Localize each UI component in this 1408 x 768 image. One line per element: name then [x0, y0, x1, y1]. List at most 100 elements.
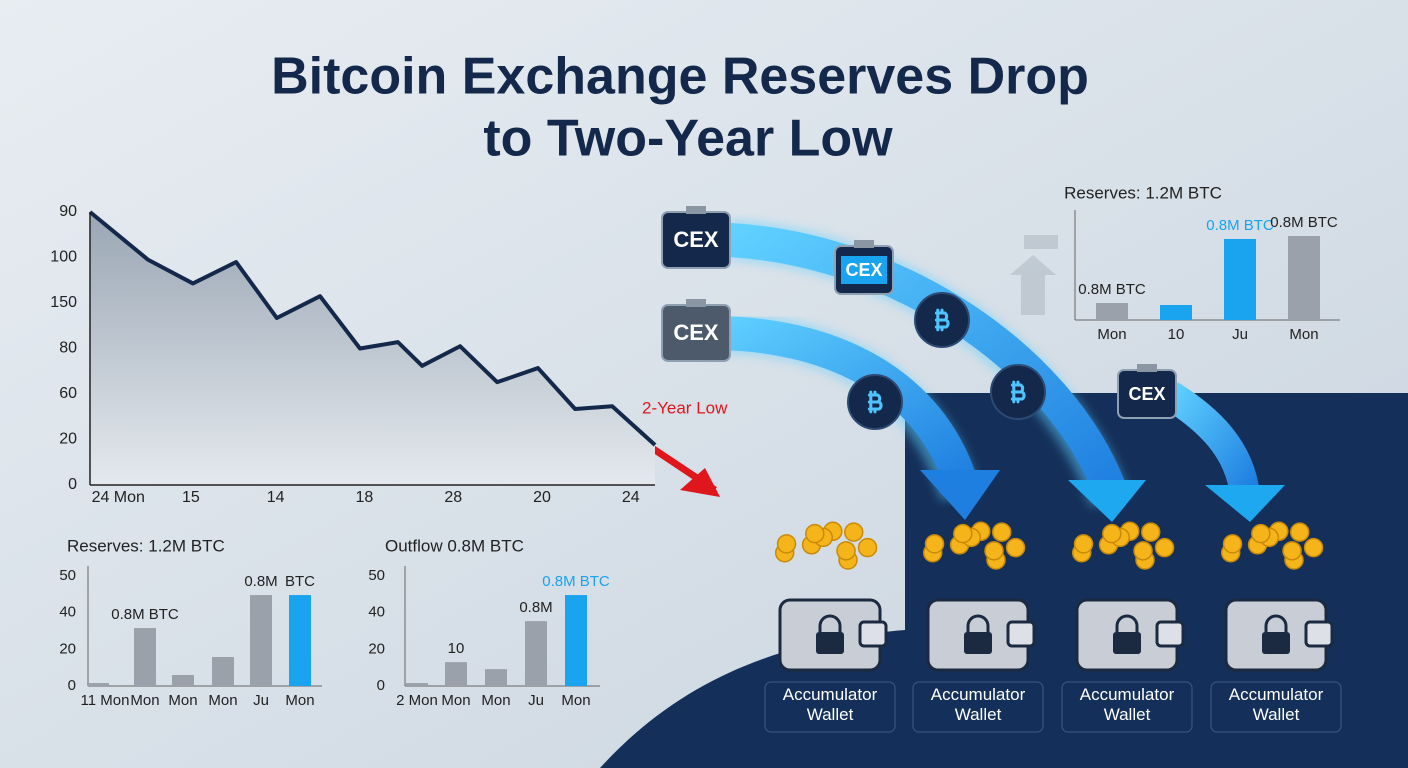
- exchange-tab: [854, 240, 874, 248]
- bar: [406, 683, 428, 686]
- lock: [818, 614, 842, 632]
- gold-coin: [805, 523, 825, 544]
- wallet-clasp: [858, 620, 888, 648]
- y-tick-label: 20: [59, 640, 76, 657]
- y-tick-label: 150: [50, 294, 77, 311]
- lock-body: [1113, 632, 1141, 654]
- bar: [1288, 236, 1320, 320]
- wallet-clasp: [1304, 620, 1334, 648]
- wallet-label-box: [912, 681, 1044, 733]
- bar: [212, 657, 234, 686]
- x-tick-label: 24: [622, 489, 640, 506]
- x-tick-label: 18: [356, 489, 374, 506]
- area: [90, 212, 655, 485]
- exchange-label: CEX: [845, 260, 882, 280]
- gold-coin: [984, 541, 1004, 561]
- x-tick-label: 15: [182, 489, 200, 506]
- x-tick-label: Mon: [481, 692, 510, 709]
- bar: [1224, 239, 1256, 320]
- bar-label: 0.8M BTC: [111, 606, 179, 623]
- low-arrowhead: [680, 468, 720, 497]
- wallet-label: Accumulator Wallet: [1080, 685, 1175, 724]
- dark-panel: [600, 393, 1408, 768]
- arrowhead: [1068, 480, 1146, 522]
- gold-coin: [1005, 537, 1026, 558]
- y-tick-label: 0: [68, 677, 76, 694]
- wallet-clasp: [1006, 620, 1036, 648]
- bar-label: 0.8M: [244, 573, 277, 590]
- exchange-tab: [1137, 364, 1157, 372]
- bar-label: 0.8M BTC: [1270, 214, 1338, 231]
- y-tick-label: 40: [368, 604, 385, 621]
- y-tick-label: 20: [59, 431, 77, 448]
- bar: [134, 628, 156, 686]
- x-tick-label: Ju: [1232, 326, 1248, 343]
- y-tick-label: 40: [59, 604, 76, 621]
- x-tick-label: Ju: [528, 692, 544, 709]
- exchange-label: CEX: [673, 227, 719, 252]
- title: to Two-Year Low: [483, 110, 893, 168]
- lock: [966, 614, 990, 632]
- bar-label: 0.8M BTC: [1078, 281, 1146, 298]
- gold-coin: [1073, 534, 1094, 554]
- wallet-label: Accumulator Wallet: [1229, 685, 1324, 724]
- gold-coin: [1140, 522, 1161, 542]
- x-tick-label: Mon: [285, 692, 314, 709]
- lock-body: [964, 632, 992, 654]
- lock-body: [1262, 632, 1290, 654]
- lock: [1264, 614, 1288, 632]
- bar-label: 10: [448, 640, 465, 657]
- x-tick-label: 2 Mon: [396, 692, 438, 709]
- gold-coin: [991, 522, 1012, 542]
- x-tick-label: 14: [267, 489, 285, 506]
- chart-title: Reserves: 1.2M BTC: [1064, 183, 1222, 202]
- gold-coin: [1282, 541, 1302, 561]
- y-tick-label: 50: [368, 567, 385, 584]
- gold-coin: [1133, 541, 1153, 561]
- x-tick-label: 20: [533, 489, 551, 506]
- gold-coin: [1251, 523, 1271, 544]
- arrowhead: [1205, 485, 1285, 522]
- exchange-screen: [841, 256, 887, 284]
- x-tick-label: 24 Mon: [92, 489, 145, 506]
- bitcoin-symbol: [1010, 380, 1026, 404]
- bitcoin-symbol: [867, 390, 883, 414]
- gold-coin: [843, 522, 864, 542]
- wallet-clasp: [1155, 620, 1185, 648]
- gold-coin: [1222, 534, 1243, 554]
- y-tick-label: 0: [68, 476, 77, 493]
- exchange-label: CEX: [1128, 384, 1165, 404]
- arrow-up-icon: [1010, 235, 1058, 315]
- bar: [172, 675, 194, 686]
- wallet-label: Accumulator Wallet: [931, 685, 1026, 724]
- gold-coin: [1289, 522, 1310, 542]
- bar: [87, 683, 109, 686]
- annotation: 2-Year Low: [642, 398, 728, 417]
- title: Bitcoin Exchange Reserves Drop: [271, 48, 1089, 106]
- y-tick-label: 0: [377, 677, 385, 694]
- bar: [445, 662, 467, 686]
- bitcoin-symbol: [934, 308, 950, 332]
- bar: [485, 669, 507, 686]
- y-tick-label: 90: [59, 203, 77, 220]
- gold-coin: [857, 537, 878, 558]
- gold-coin: [1102, 523, 1122, 544]
- wallet-label-box: [1210, 681, 1342, 733]
- chart-title: Outflow 0.8M BTC: [385, 536, 524, 555]
- bar: [250, 595, 272, 686]
- wallet-label-box: [764, 681, 896, 733]
- x-tick-label: Ju: [253, 692, 269, 709]
- bar-label: 0.8M BTC: [1206, 217, 1274, 234]
- gold-coin: [953, 523, 973, 544]
- bar-label: 0.8M BTC: [542, 573, 610, 590]
- y-tick-label: 80: [59, 340, 77, 357]
- bar: [565, 595, 587, 686]
- exchange-tab: [686, 299, 706, 307]
- y-tick-label: 20: [368, 640, 385, 657]
- lock-body: [816, 632, 844, 654]
- x-tick-label: Mon: [208, 692, 237, 709]
- bar-label: 0.8M: [519, 599, 552, 616]
- gold-coin: [836, 541, 856, 561]
- x-tick-label: Mon: [1289, 326, 1318, 343]
